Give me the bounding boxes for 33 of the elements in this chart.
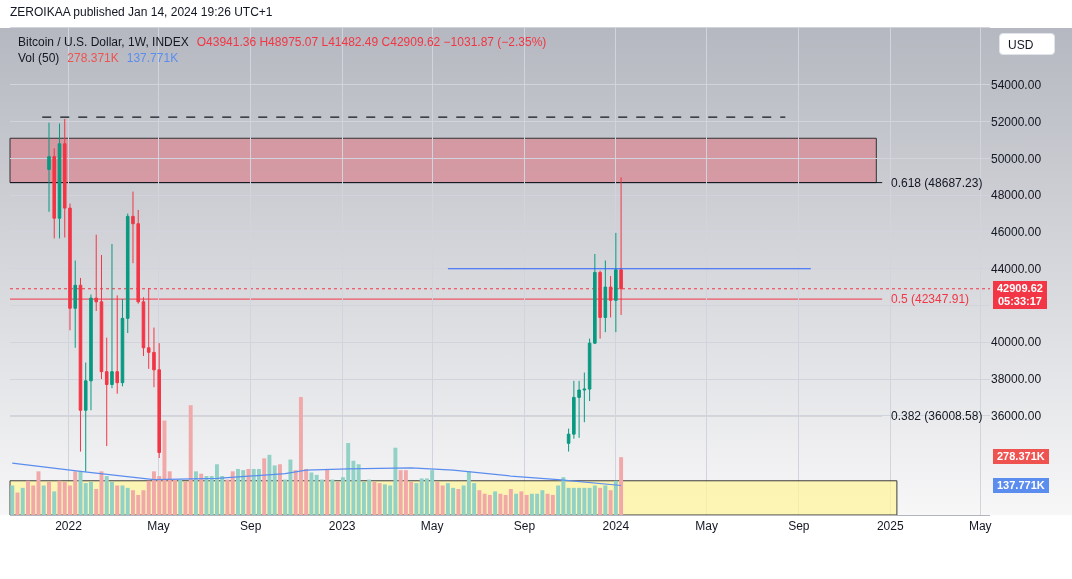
y-tick-label: 50000.00 bbox=[991, 151, 1042, 166]
y-tick-label: 46000.00 bbox=[991, 225, 1042, 240]
x-tick-label: 2024 bbox=[602, 519, 630, 534]
y-tick-label: 54000.00 bbox=[991, 78, 1042, 93]
x-tick-label: Sep bbox=[513, 519, 536, 534]
y-tick-label: 36000.00 bbox=[991, 408, 1042, 423]
text: 278.371K bbox=[993, 449, 1049, 465]
ref-line-label: 0.5 (42347.91) bbox=[891, 292, 970, 306]
chart-title: Vol (50) bbox=[18, 51, 60, 65]
text: Bitcoin / U.S. Dollar, 1W, INDEX bbox=[18, 35, 189, 49]
text: ZEROIKAA published Jan 14, 2024 19:26 UTC+1 bbox=[10, 5, 273, 19]
x-tick-label: 2022 bbox=[55, 519, 83, 534]
text: 137.771K bbox=[993, 478, 1049, 493]
x-tick-label: May bbox=[968, 519, 992, 534]
annotation: O43941.36 H48975.07 L41482.49 C42909.62 −1031.87 (−2.35%) bbox=[196, 35, 547, 49]
x-tick-label: 2025 bbox=[876, 519, 904, 534]
y-tick-label: 48000.00 bbox=[991, 188, 1042, 203]
x-tick-label: 2023 bbox=[328, 519, 356, 534]
y-tick-label: 52000.00 bbox=[991, 114, 1042, 129]
y-tick-label: 40000.00 bbox=[991, 335, 1042, 350]
y-tick-label: 44000.00 bbox=[991, 261, 1042, 276]
x-tick-label: May bbox=[695, 519, 718, 534]
x-tick-label: May bbox=[147, 519, 170, 534]
x-tick-label: Sep bbox=[240, 519, 262, 534]
annotation: 137.771K bbox=[126, 51, 179, 65]
annotation: 278.371K bbox=[67, 51, 119, 65]
ref-line-label: 0.382 (36008.58) bbox=[891, 409, 983, 423]
x-tick-label: May bbox=[420, 519, 444, 534]
text: USD bbox=[999, 33, 1055, 55]
x-tick-label: Sep bbox=[788, 519, 810, 534]
y-tick-label: 38000.00 bbox=[991, 372, 1042, 387]
ref-line-label: 42909.62 05:33:17 bbox=[993, 280, 1047, 309]
ref-line-label: 0.618 (48687.23) bbox=[891, 176, 983, 190]
